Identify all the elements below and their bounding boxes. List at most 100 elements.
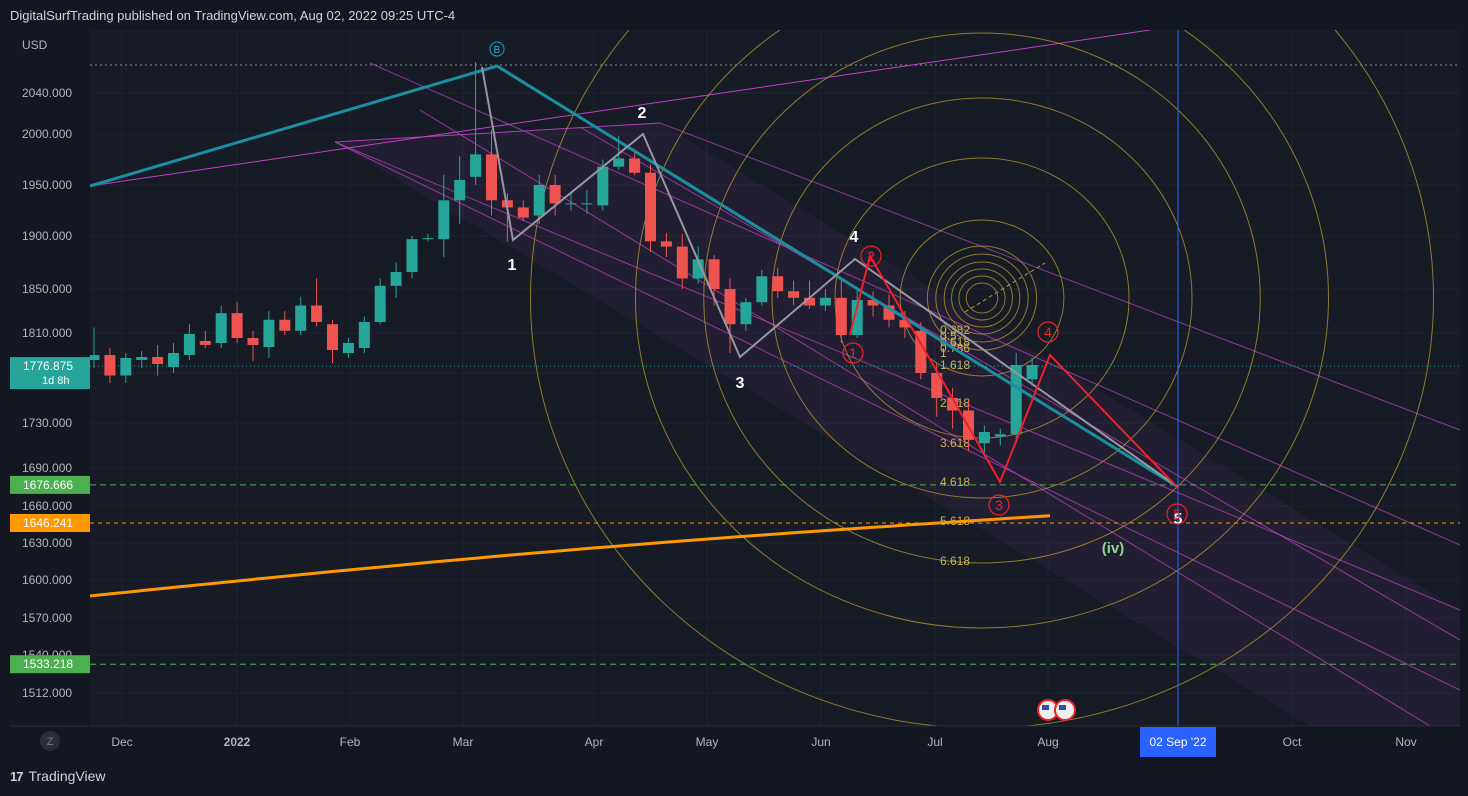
- y-tick-label: 1730.000: [22, 416, 72, 430]
- candle: [342, 338, 354, 358]
- candle: [231, 302, 243, 343]
- wave-label: 4: [850, 229, 859, 246]
- candle: [183, 324, 195, 360]
- candle: [692, 246, 704, 284]
- fib-level-label: 6.618: [940, 554, 970, 568]
- x-tick-label: Aug: [1037, 735, 1058, 749]
- wave-red-path: [849, 253, 1179, 489]
- price-tag: [10, 655, 90, 674]
- price-chart[interactable]: 0.3820.50.6180.78611.6182.6183.6184.6185…: [10, 30, 1460, 758]
- candle-body: [804, 297, 815, 306]
- candle: [772, 267, 784, 298]
- candle-body: [183, 334, 195, 355]
- candle: [533, 174, 545, 224]
- fib-level-label: 0.5: [940, 329, 957, 343]
- candle-body: [597, 166, 609, 206]
- wave-iv-label: (iv): [1102, 540, 1125, 557]
- y-tick-label: 1900.000: [22, 229, 72, 243]
- candle-body: [342, 343, 354, 353]
- red-wave-circle: [860, 245, 882, 267]
- tradingview-brand[interactable]: TradingView: [28, 768, 106, 784]
- candle-body: [152, 357, 164, 364]
- candle-body: [740, 302, 752, 325]
- candle-body: [438, 200, 450, 240]
- candle: [851, 289, 863, 338]
- wave-label: 1: [508, 257, 517, 274]
- wave-b-label: B: [494, 45, 501, 56]
- candle-body: [613, 158, 625, 167]
- candle: [645, 164, 656, 252]
- candle: [517, 200, 529, 221]
- fib-circle: [635, 30, 1329, 629]
- candle: [199, 330, 211, 348]
- candle-body: [994, 434, 1006, 437]
- publish-attribution: DigitalSurfTrading published on TradingV…: [10, 8, 456, 23]
- candle: [676, 233, 688, 289]
- fib-level-label: 1.618: [940, 358, 970, 372]
- candle: [88, 327, 100, 368]
- candle: [295, 296, 307, 335]
- candle: [327, 319, 338, 363]
- channel-line: [419, 109, 1431, 727]
- time-axis: [10, 726, 1460, 758]
- candle: [311, 278, 323, 327]
- candles: [88, 62, 1038, 457]
- y-tick-label: 1600.000: [22, 573, 72, 587]
- candle-body: [565, 203, 577, 205]
- candle-body: [581, 203, 593, 205]
- x-tick-label: 02 Sep '22: [1149, 735, 1206, 749]
- wave-b-line: [89, 64, 1179, 489]
- moving-average-line: [89, 514, 1051, 598]
- price-tag-value: 1646.241: [23, 516, 73, 530]
- fib-circle: [703, 32, 1261, 564]
- candle: [915, 322, 927, 380]
- descending-channel: [89, 30, 1460, 727]
- fib-level-label: 3.618: [940, 436, 970, 450]
- y-tick-label: 1570.000: [22, 611, 72, 625]
- candle-body: [1026, 365, 1038, 380]
- fib-circle: [958, 275, 1006, 321]
- timezone-button: [40, 731, 60, 751]
- candle: [1026, 358, 1038, 386]
- x-tick-label: 2022: [224, 735, 251, 749]
- upper-trendline: [89, 30, 1151, 187]
- candle-body: [374, 285, 386, 322]
- candle-body: [327, 324, 338, 350]
- y-tick-label: 1810.000: [22, 326, 72, 340]
- x-tick-label: Mar: [453, 735, 474, 749]
- candle: [486, 129, 497, 216]
- x-tick-label: May: [696, 735, 719, 749]
- price-tag-value: 1676.666: [23, 478, 73, 492]
- candle-body: [915, 330, 927, 373]
- candle: [549, 174, 561, 216]
- candle-body: [263, 319, 275, 347]
- wave-label: 2: [638, 105, 647, 122]
- y-tick-label: 1950.000: [22, 178, 72, 192]
- candle: [454, 156, 466, 224]
- candle: [819, 289, 831, 311]
- candle: [788, 280, 800, 306]
- red-wave-circle: [842, 342, 864, 364]
- candle-body: [724, 289, 736, 325]
- currency-label: USD: [22, 38, 48, 52]
- candle-body: [311, 305, 323, 322]
- event-flag-canton: [1059, 705, 1066, 710]
- candle: [279, 311, 291, 335]
- red-wave-circle: [1166, 503, 1188, 525]
- fib-level-label: 4.618: [940, 475, 970, 489]
- candle: [724, 278, 736, 353]
- y-tick-label: 2000.000: [22, 127, 72, 141]
- price-tag-value: 1533.218: [23, 657, 73, 671]
- candle-body: [867, 300, 879, 306]
- candle: [565, 193, 577, 211]
- candle: [756, 269, 768, 306]
- fib-circle: [899, 219, 1065, 377]
- candle: [804, 280, 815, 309]
- candle-body: [549, 185, 561, 204]
- price-tag-value: 1776.875: [23, 359, 73, 373]
- fib-circle: [926, 245, 1038, 351]
- candle-body: [406, 239, 418, 273]
- wave-label: 5: [1174, 511, 1183, 528]
- candle-body: [629, 158, 641, 173]
- red-wave-label: 2: [867, 248, 875, 264]
